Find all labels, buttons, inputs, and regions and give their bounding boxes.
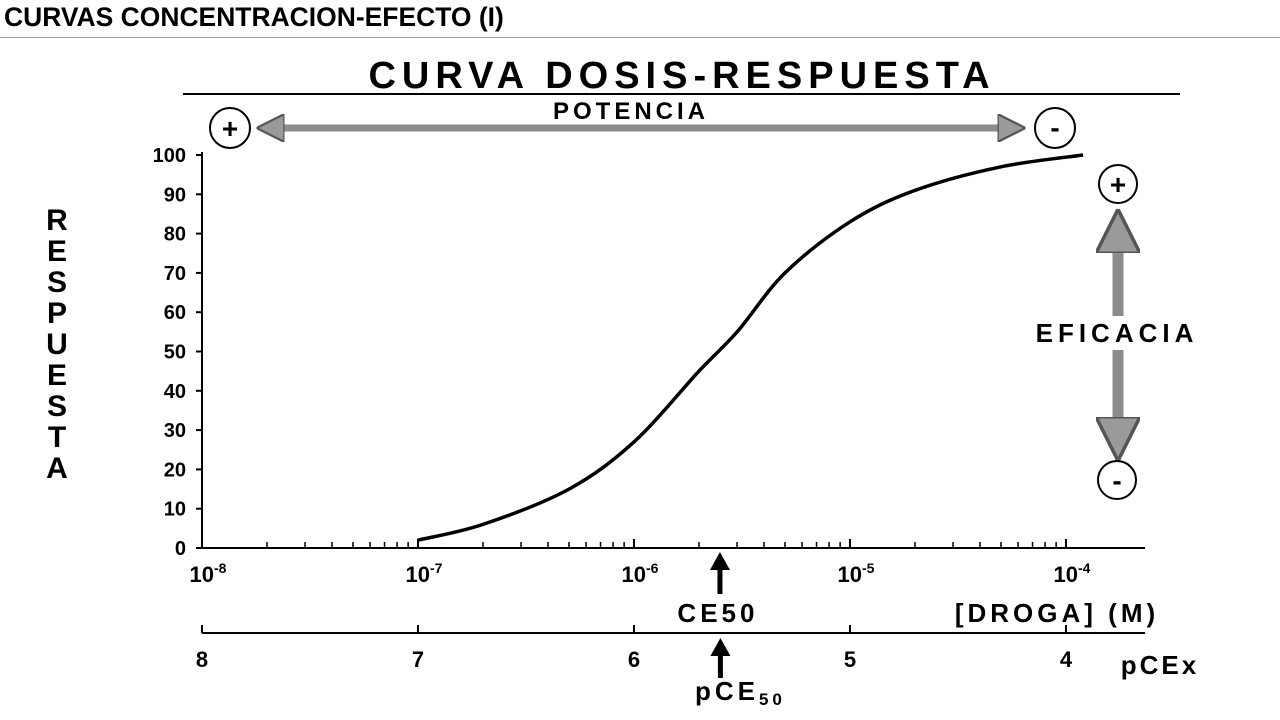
y-tick-label: 80 — [164, 224, 186, 246]
eficacia-minus-sign: - — [1112, 465, 1121, 496]
chart-title: CURVA DOSIS-RESPUESTA — [368, 55, 995, 97]
y-tick-label: 20 — [164, 459, 186, 481]
y-tick-label: 60 — [164, 302, 186, 324]
y-tick-label: 100 — [153, 145, 186, 167]
eficacia-label: EFICACIA — [1036, 318, 1199, 348]
eficacia-minus-circle — [1097, 460, 1137, 500]
pcex-axis-label: pCEx — [1121, 650, 1199, 680]
ce50-label: CE50 — [677, 598, 758, 628]
potencia-minus-circle — [1034, 107, 1076, 149]
eficacia-label-bg — [990, 316, 1242, 350]
pce50-label-sub: 50 — [759, 690, 786, 709]
ce50-arrowhead — [709, 552, 730, 570]
slide-title: CURVAS CONCENTRACION-EFECTO (I) — [4, 2, 504, 32]
pcex-tick-label: 8 — [196, 647, 208, 672]
eficacia-plus-sign: + — [1110, 169, 1126, 200]
pcex-tick-label: 5 — [844, 647, 856, 672]
x-tick-label: 10-4 — [1054, 560, 1091, 587]
ce50-annotation: CE50 — [677, 552, 758, 628]
title-rule — [0, 37, 1280, 38]
pce50-label: pCE50 — [695, 676, 786, 709]
x-tick-label: 10-5 — [838, 560, 875, 587]
y-tick-label: 30 — [164, 420, 186, 442]
y-tick-label: 10 — [164, 499, 186, 521]
y-axis-ticks: 0 10 20 30 40 50 60 70 80 90 100 — [153, 145, 202, 560]
pce50-arrowhead — [710, 638, 731, 656]
eficacia-annotation: EFICACIA + - — [990, 164, 1242, 500]
potencia-annotation: POTENCIA + - — [209, 98, 1076, 149]
y-tick-label: 70 — [164, 263, 186, 285]
x-tick-label: 10-8 — [190, 560, 227, 587]
dose-response-curve — [417, 153, 1084, 542]
y-tick-label: 50 — [164, 342, 186, 364]
pcex-tick-label: 6 — [628, 647, 640, 672]
eficacia-plus-circle — [1098, 164, 1138, 204]
potencia-minus-sign: - — [1050, 112, 1059, 143]
pce50-label-main: pCE — [695, 676, 759, 706]
pcex-tick-label: 4 — [1060, 647, 1073, 672]
pce50-annotation: pCE50 — [695, 638, 786, 709]
pcex-tick-label: 7 — [412, 647, 424, 672]
x-axis-ticks: 10-8 10-7 10-6 10-5 10-4 — [190, 539, 1091, 587]
y-tick-label: 40 — [164, 381, 186, 403]
slide-header: CURVAS CONCENTRACION-EFECTO (I) — [0, 0, 1280, 38]
x-tick-label: 10-7 — [406, 560, 443, 587]
y-tick-label: 90 — [164, 184, 186, 206]
x-axis-label: [DROGA] (M) — [955, 598, 1159, 628]
y-tick-label: 0 — [175, 538, 186, 560]
potencia-plus-circle — [209, 107, 251, 149]
potencia-label: POTENCIA — [553, 98, 709, 125]
x-tick-label: 10-6 — [622, 560, 659, 587]
pcex-axis-ticks: 8 7 6 5 4 — [196, 625, 1073, 672]
potencia-plus-sign: + — [222, 113, 238, 144]
